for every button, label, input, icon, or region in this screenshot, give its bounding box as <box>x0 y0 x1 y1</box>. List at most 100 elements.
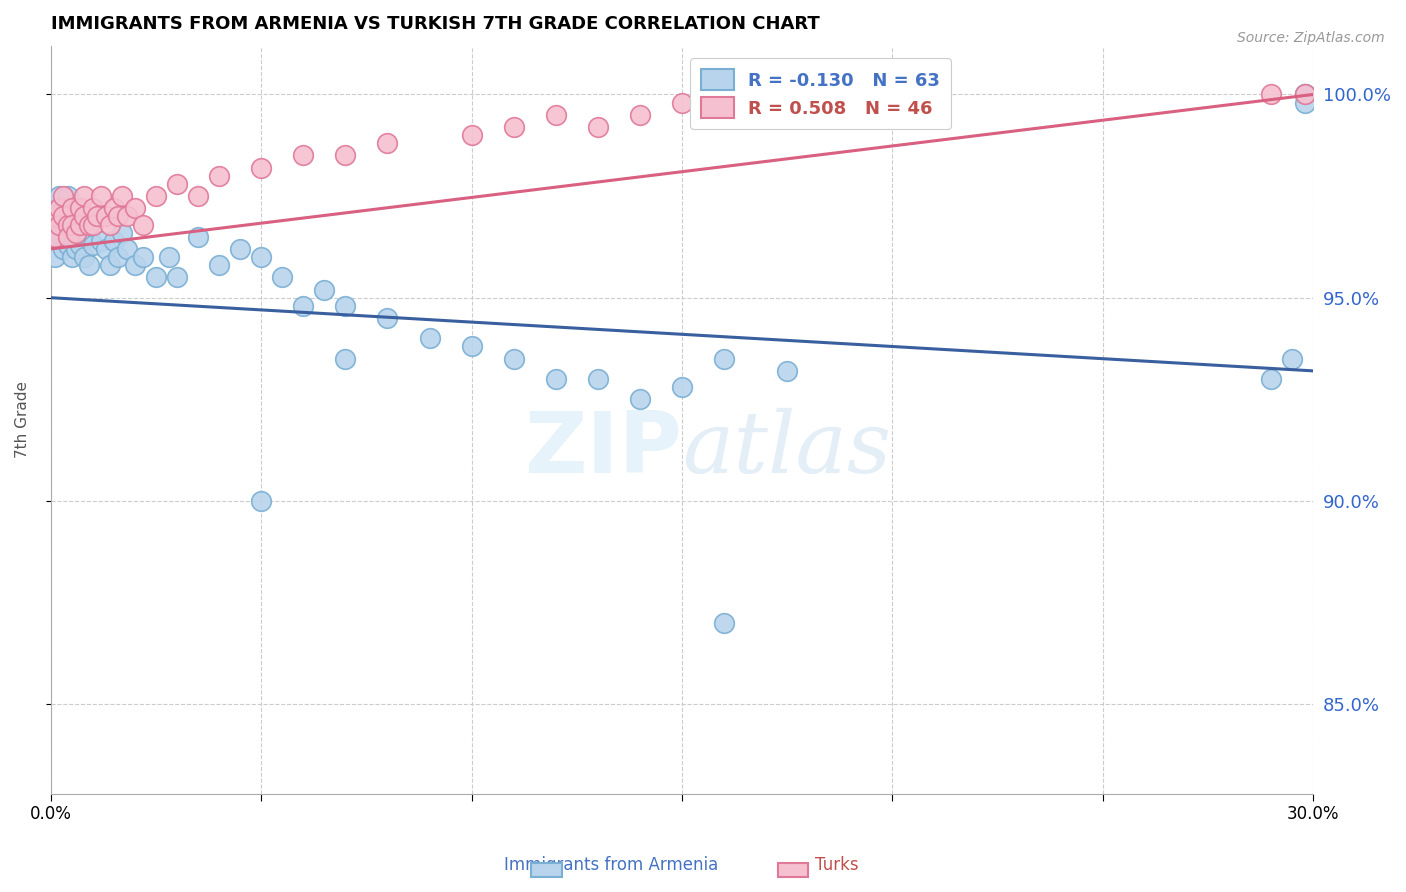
Point <box>82 218 104 232</box>
Point <box>103 201 125 215</box>
Point <box>56 229 79 244</box>
Point <box>1260 87 1282 102</box>
Point <box>69 210 91 224</box>
Point <box>671 95 693 110</box>
Point <box>335 299 357 313</box>
Point <box>292 148 315 162</box>
Point <box>44 250 66 264</box>
Point <box>56 218 79 232</box>
Point <box>229 242 252 256</box>
Point <box>1281 351 1303 366</box>
Text: Source: ZipAtlas.com: Source: ZipAtlas.com <box>1237 31 1385 45</box>
Y-axis label: 7th Grade: 7th Grade <box>15 381 30 458</box>
Point <box>48 210 70 224</box>
Point <box>111 189 134 203</box>
Point <box>56 189 79 203</box>
Point <box>776 364 799 378</box>
Point <box>271 270 294 285</box>
Point <box>460 128 482 142</box>
Point <box>60 229 83 244</box>
Point <box>586 372 609 386</box>
Point <box>56 238 79 252</box>
Point <box>145 189 167 203</box>
Point <box>124 258 146 272</box>
Point <box>107 250 129 264</box>
Point <box>94 242 117 256</box>
Point <box>90 234 112 248</box>
Point <box>1294 87 1316 102</box>
Point <box>98 218 121 232</box>
Point <box>419 331 441 345</box>
Point <box>107 210 129 224</box>
Point <box>65 218 87 232</box>
Point <box>73 250 96 264</box>
Point <box>713 351 735 366</box>
Point <box>82 201 104 215</box>
Text: Turks: Turks <box>814 855 859 873</box>
Point <box>52 201 75 215</box>
Point <box>48 218 70 232</box>
Point <box>132 218 155 232</box>
Text: Immigrants from Armenia: Immigrants from Armenia <box>505 855 718 873</box>
Point <box>208 258 231 272</box>
Point <box>166 177 188 191</box>
Point <box>335 148 357 162</box>
Legend: R = -0.130   N = 63, R = 0.508   N = 46: R = -0.130 N = 63, R = 0.508 N = 46 <box>690 59 950 129</box>
Point <box>460 339 482 353</box>
Point <box>132 250 155 264</box>
Point <box>48 201 70 215</box>
Point <box>1294 87 1316 102</box>
Point <box>502 351 524 366</box>
Text: IMMIGRANTS FROM ARMENIA VS TURKISH 7TH GRADE CORRELATION CHART: IMMIGRANTS FROM ARMENIA VS TURKISH 7TH G… <box>51 15 820 33</box>
Point <box>77 229 100 244</box>
Point <box>335 351 357 366</box>
Point <box>52 218 75 232</box>
Point <box>44 229 66 244</box>
Point <box>90 189 112 203</box>
Point <box>145 270 167 285</box>
Point <box>52 242 75 256</box>
Point <box>755 87 778 102</box>
Point <box>713 615 735 630</box>
Point <box>77 218 100 232</box>
Point <box>1294 95 1316 110</box>
Point <box>124 201 146 215</box>
Point <box>544 108 567 122</box>
Point <box>250 494 273 508</box>
Point <box>77 258 100 272</box>
Point <box>377 311 399 326</box>
Point <box>250 250 273 264</box>
Point <box>115 210 138 224</box>
Point <box>94 210 117 224</box>
Point <box>82 238 104 252</box>
Point <box>69 218 91 232</box>
Point <box>44 210 66 224</box>
Point <box>65 226 87 240</box>
Point <box>157 250 180 264</box>
Point <box>69 238 91 252</box>
Point <box>44 229 66 244</box>
Point <box>208 169 231 183</box>
Point <box>103 234 125 248</box>
Point <box>314 283 336 297</box>
Point <box>377 136 399 151</box>
Point <box>60 250 83 264</box>
Point <box>1260 372 1282 386</box>
Text: ZIP: ZIP <box>524 409 682 491</box>
Point <box>187 229 209 244</box>
Point <box>44 210 66 224</box>
Point <box>1294 87 1316 102</box>
Point <box>73 218 96 232</box>
Point <box>166 270 188 285</box>
Point <box>671 380 693 394</box>
Point <box>60 218 83 232</box>
Point <box>65 242 87 256</box>
Point <box>502 120 524 134</box>
Point <box>111 226 134 240</box>
Point <box>115 242 138 256</box>
Point <box>544 372 567 386</box>
Point <box>586 120 609 134</box>
Point <box>60 201 83 215</box>
Point <box>628 108 651 122</box>
Point <box>73 189 96 203</box>
